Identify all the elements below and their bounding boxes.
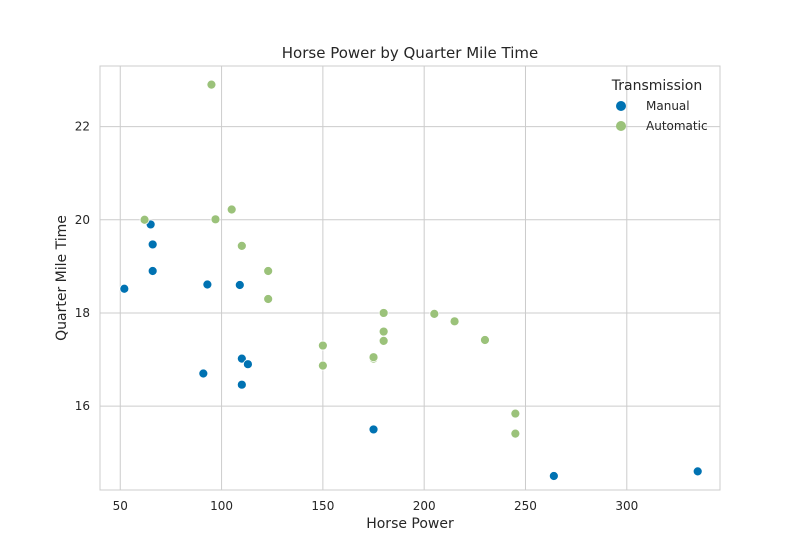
- data-point-manual: [202, 279, 213, 290]
- data-point-automatic: [206, 79, 217, 90]
- y-tick-label: 16: [75, 399, 90, 413]
- legend-marker-manual: [616, 101, 626, 111]
- x-tick-label: 250: [514, 499, 537, 513]
- x-axis-label: Horse Power: [366, 516, 454, 532]
- data-point-automatic: [378, 336, 389, 346]
- axis-ticks: 50 100 150 200 250 300 16 18 20 22: [75, 120, 639, 513]
- data-point-automatic: [449, 316, 460, 327]
- legend-marker-automatic: [616, 121, 626, 131]
- data-point-manual: [198, 368, 209, 379]
- data-point-automatic: [429, 308, 440, 319]
- x-tick-label: 300: [615, 499, 638, 513]
- data-point-automatic: [378, 308, 389, 318]
- y-axis-label: Quarter Mile Time: [54, 215, 70, 341]
- data-point-automatic: [378, 326, 389, 337]
- data-point-manual: [243, 359, 253, 370]
- data-point-manual: [119, 283, 130, 294]
- data-point-manual: [147, 239, 158, 250]
- data-point-manual: [368, 424, 379, 435]
- x-tick-label: 100: [210, 499, 233, 513]
- data-points: [119, 79, 703, 481]
- data-point-automatic: [510, 408, 521, 419]
- legend-label-manual: Manual: [646, 99, 690, 113]
- data-point-automatic: [510, 428, 521, 439]
- y-tick-label: 22: [75, 120, 90, 134]
- data-point-manual: [147, 266, 158, 276]
- x-tick-label: 200: [413, 499, 436, 513]
- grid: [100, 66, 720, 490]
- plot-area-frame: [99, 65, 721, 491]
- legend-label-automatic: Automatic: [646, 119, 708, 133]
- data-point-automatic: [139, 214, 150, 225]
- legend: Transmission Manual Automatic: [611, 78, 708, 133]
- data-point-automatic: [236, 240, 247, 251]
- data-point-automatic: [210, 214, 221, 225]
- data-point-manual: [692, 466, 703, 477]
- data-point-manual: [548, 471, 559, 481]
- data-point-automatic: [263, 266, 274, 276]
- data-point-automatic: [317, 340, 328, 351]
- y-tick-label: 18: [75, 306, 90, 320]
- data-point-manual: [236, 379, 247, 390]
- chart-title: Horse Power by Quarter Mile Time: [282, 44, 538, 62]
- data-point-automatic: [368, 352, 379, 363]
- data-point-manual: [236, 353, 247, 364]
- data-point-manual: [234, 280, 245, 290]
- data-point-automatic: [317, 360, 328, 371]
- data-point-automatic: [226, 204, 237, 215]
- data-point-automatic: [263, 294, 274, 304]
- x-tick-label: 150: [311, 499, 334, 513]
- data-point-automatic: [480, 335, 490, 345]
- legend-title: Transmission: [611, 78, 702, 94]
- x-tick-label: 50: [113, 499, 128, 513]
- y-tick-label: 20: [75, 213, 90, 227]
